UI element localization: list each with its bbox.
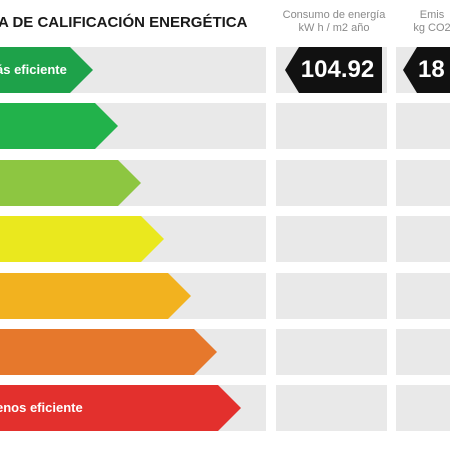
consumo-cell [276, 103, 387, 149]
rating-arrow: enos eficiente [0, 385, 241, 431]
consumo-cell [276, 329, 387, 375]
consumo-cell [276, 385, 387, 431]
rating-arrow-label: enos eficiente [0, 400, 83, 415]
emisiones-cell [396, 216, 450, 262]
consumo-column-header: Consumo de energía kW h / m2 año [272, 9, 396, 35]
consumo-cell [276, 273, 387, 319]
consumo-header-line1: Consumo de energía [282, 9, 386, 21]
emisiones-cell [396, 160, 450, 206]
rating-arrow: ás eficiente [0, 47, 93, 93]
rating-arrow [0, 273, 191, 319]
emisiones-header-line1: Emis [419, 9, 445, 21]
emisiones-header-line2: kg CO2 [413, 22, 450, 34]
emisiones-cell [396, 385, 450, 431]
consumo-cell [276, 216, 387, 262]
rating-arrow [0, 329, 217, 375]
emisiones-cell [396, 273, 450, 319]
emisiones-cell [396, 103, 450, 149]
rating-arrow [0, 216, 164, 262]
rating-arrow-label: ás eficiente [0, 62, 67, 77]
emisiones-cell [396, 329, 450, 375]
rating-arrow [0, 160, 141, 206]
consumo-header-line2: kW h / m2 año [298, 22, 370, 34]
consumo-value-tag: 104.92 [285, 47, 382, 93]
rating-arrow [0, 103, 118, 149]
consumo-cell [276, 160, 387, 206]
energy-label-title: A DE CALIFICACIÓN ENERGÉTICA [0, 14, 248, 31]
emisiones-column-header: Emis kg CO2 [392, 9, 450, 35]
